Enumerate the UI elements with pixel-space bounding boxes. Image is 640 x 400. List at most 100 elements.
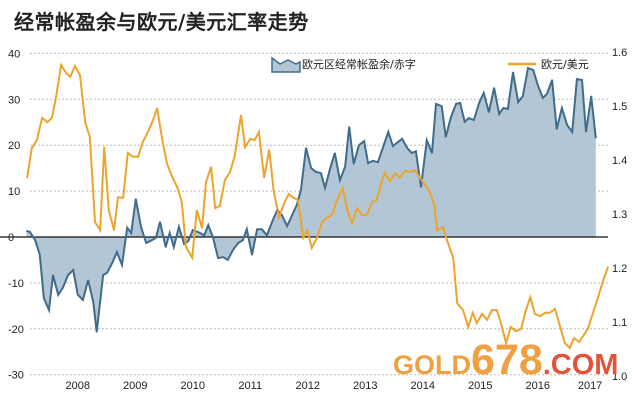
data-point-eurusd [142,141,144,143]
data-point-current-account [57,294,59,296]
data-point-eurusd [171,176,173,178]
data-point-current-account [77,294,79,296]
data-point-current-account [353,163,355,165]
data-point-current-account [106,272,108,274]
data-point-current-account [227,259,229,261]
data-point-eurusd [446,239,448,241]
data-point-eurusd [166,162,168,164]
data-point-current-account [135,198,137,200]
data-point-eurusd [268,149,270,151]
data-point-eurusd [117,196,119,198]
data-point-eurusd [491,309,493,311]
data-point-eurusd [244,146,246,148]
data-point-current-account [62,287,64,289]
data-point-current-account [237,242,239,244]
data-point-current-account [178,226,180,228]
y-right-tick-label: 1.3 [612,209,627,221]
data-point-current-account [468,117,470,119]
data-point-eurusd [462,309,464,311]
data-point-eurusd [196,209,198,211]
data-point-eurusd [316,237,318,239]
data-point-eurusd [55,97,57,99]
data-point-eurusd [113,229,115,231]
data-point-eurusd [433,204,435,206]
data-point-current-account [183,243,185,245]
x-tick-label: 2012 [296,380,320,392]
data-point-eurusd [607,266,609,268]
data-point-current-account [315,171,317,173]
data-point-current-account [261,228,263,230]
data-point-current-account [305,147,307,149]
data-point-eurusd [436,230,438,232]
data-point-eurusd [26,177,28,179]
data-point-current-account [145,242,147,244]
data-point-current-account [571,131,573,133]
data-point-current-account [459,102,461,104]
data-point-current-account [222,256,224,258]
data-point-current-account [348,126,350,128]
y-right-tick-label: 1.5 [612,101,627,113]
data-point-current-account [96,331,98,333]
data-point-eurusd [99,229,101,231]
data-point-current-account [590,95,592,97]
data-point-current-account [387,131,389,133]
x-tick-label: 2013 [353,380,377,392]
data-point-eurusd [376,199,378,201]
data-point-current-account [344,166,346,168]
data-point-eurusd [132,156,134,158]
data-point-current-account [464,121,466,123]
y-left-tick-label: -10 [8,278,24,290]
data-point-current-account [286,225,288,227]
legend-item-current-account: 欧元区经常帐盈余/赤字 [271,56,416,73]
area-fill-current-account [26,68,596,332]
data-point-current-account [431,152,433,154]
data-point-current-account [92,301,94,303]
data-point-current-account [116,251,118,253]
data-point-current-account [441,105,443,107]
data-point-eurusd [442,226,444,228]
data-point-eurusd [404,170,406,172]
data-point-current-account [581,79,583,81]
y-right-tick-label: 1.2 [612,263,627,275]
data-point-eurusd [60,64,62,66]
data-point-current-account [372,160,374,162]
data-point-eurusd [84,121,86,123]
data-point-eurusd [31,147,33,149]
data-point-current-account [324,187,326,189]
data-point-eurusd [94,221,96,223]
data-point-current-account [561,107,563,109]
data-point-eurusd [559,326,561,328]
data-point-eurusd [306,229,308,231]
data-point-eurusd [214,207,216,209]
data-point-eurusd [456,302,458,304]
data-point-eurusd [79,74,81,76]
y-right-tick-label: 1.6 [612,47,627,59]
data-point-current-account [367,162,369,164]
data-point-current-account [43,297,45,299]
data-point-eurusd [356,207,358,209]
data-point-eurusd [505,342,507,344]
data-point-eurusd [539,315,541,317]
data-point-current-account [392,145,394,147]
data-point-current-account [435,103,437,105]
data-point-current-account [192,229,194,231]
data-point-eurusd [108,209,110,211]
data-point-eurusd [210,166,212,168]
data-point-current-account [483,92,485,94]
chart-title: 经常帐盈余与欧元/美元汇率走势 [14,10,309,34]
data-point-eurusd [452,257,454,259]
data-point-eurusd [181,201,183,203]
data-point-current-account [212,236,214,238]
data-point-eurusd [515,330,517,332]
data-point-current-account [377,161,379,163]
data-point-eurusd [481,313,483,315]
data-point-current-account [498,113,500,115]
data-point-eurusd [578,341,580,343]
data-point-eurusd [205,181,207,183]
x-tick-label: 2016 [526,380,550,392]
data-point-eurusd [74,65,76,67]
y-left-tick-label: 10 [8,186,20,198]
data-point-eurusd [573,337,575,339]
data-point-current-account [522,95,524,97]
data-point-current-account [296,204,298,206]
